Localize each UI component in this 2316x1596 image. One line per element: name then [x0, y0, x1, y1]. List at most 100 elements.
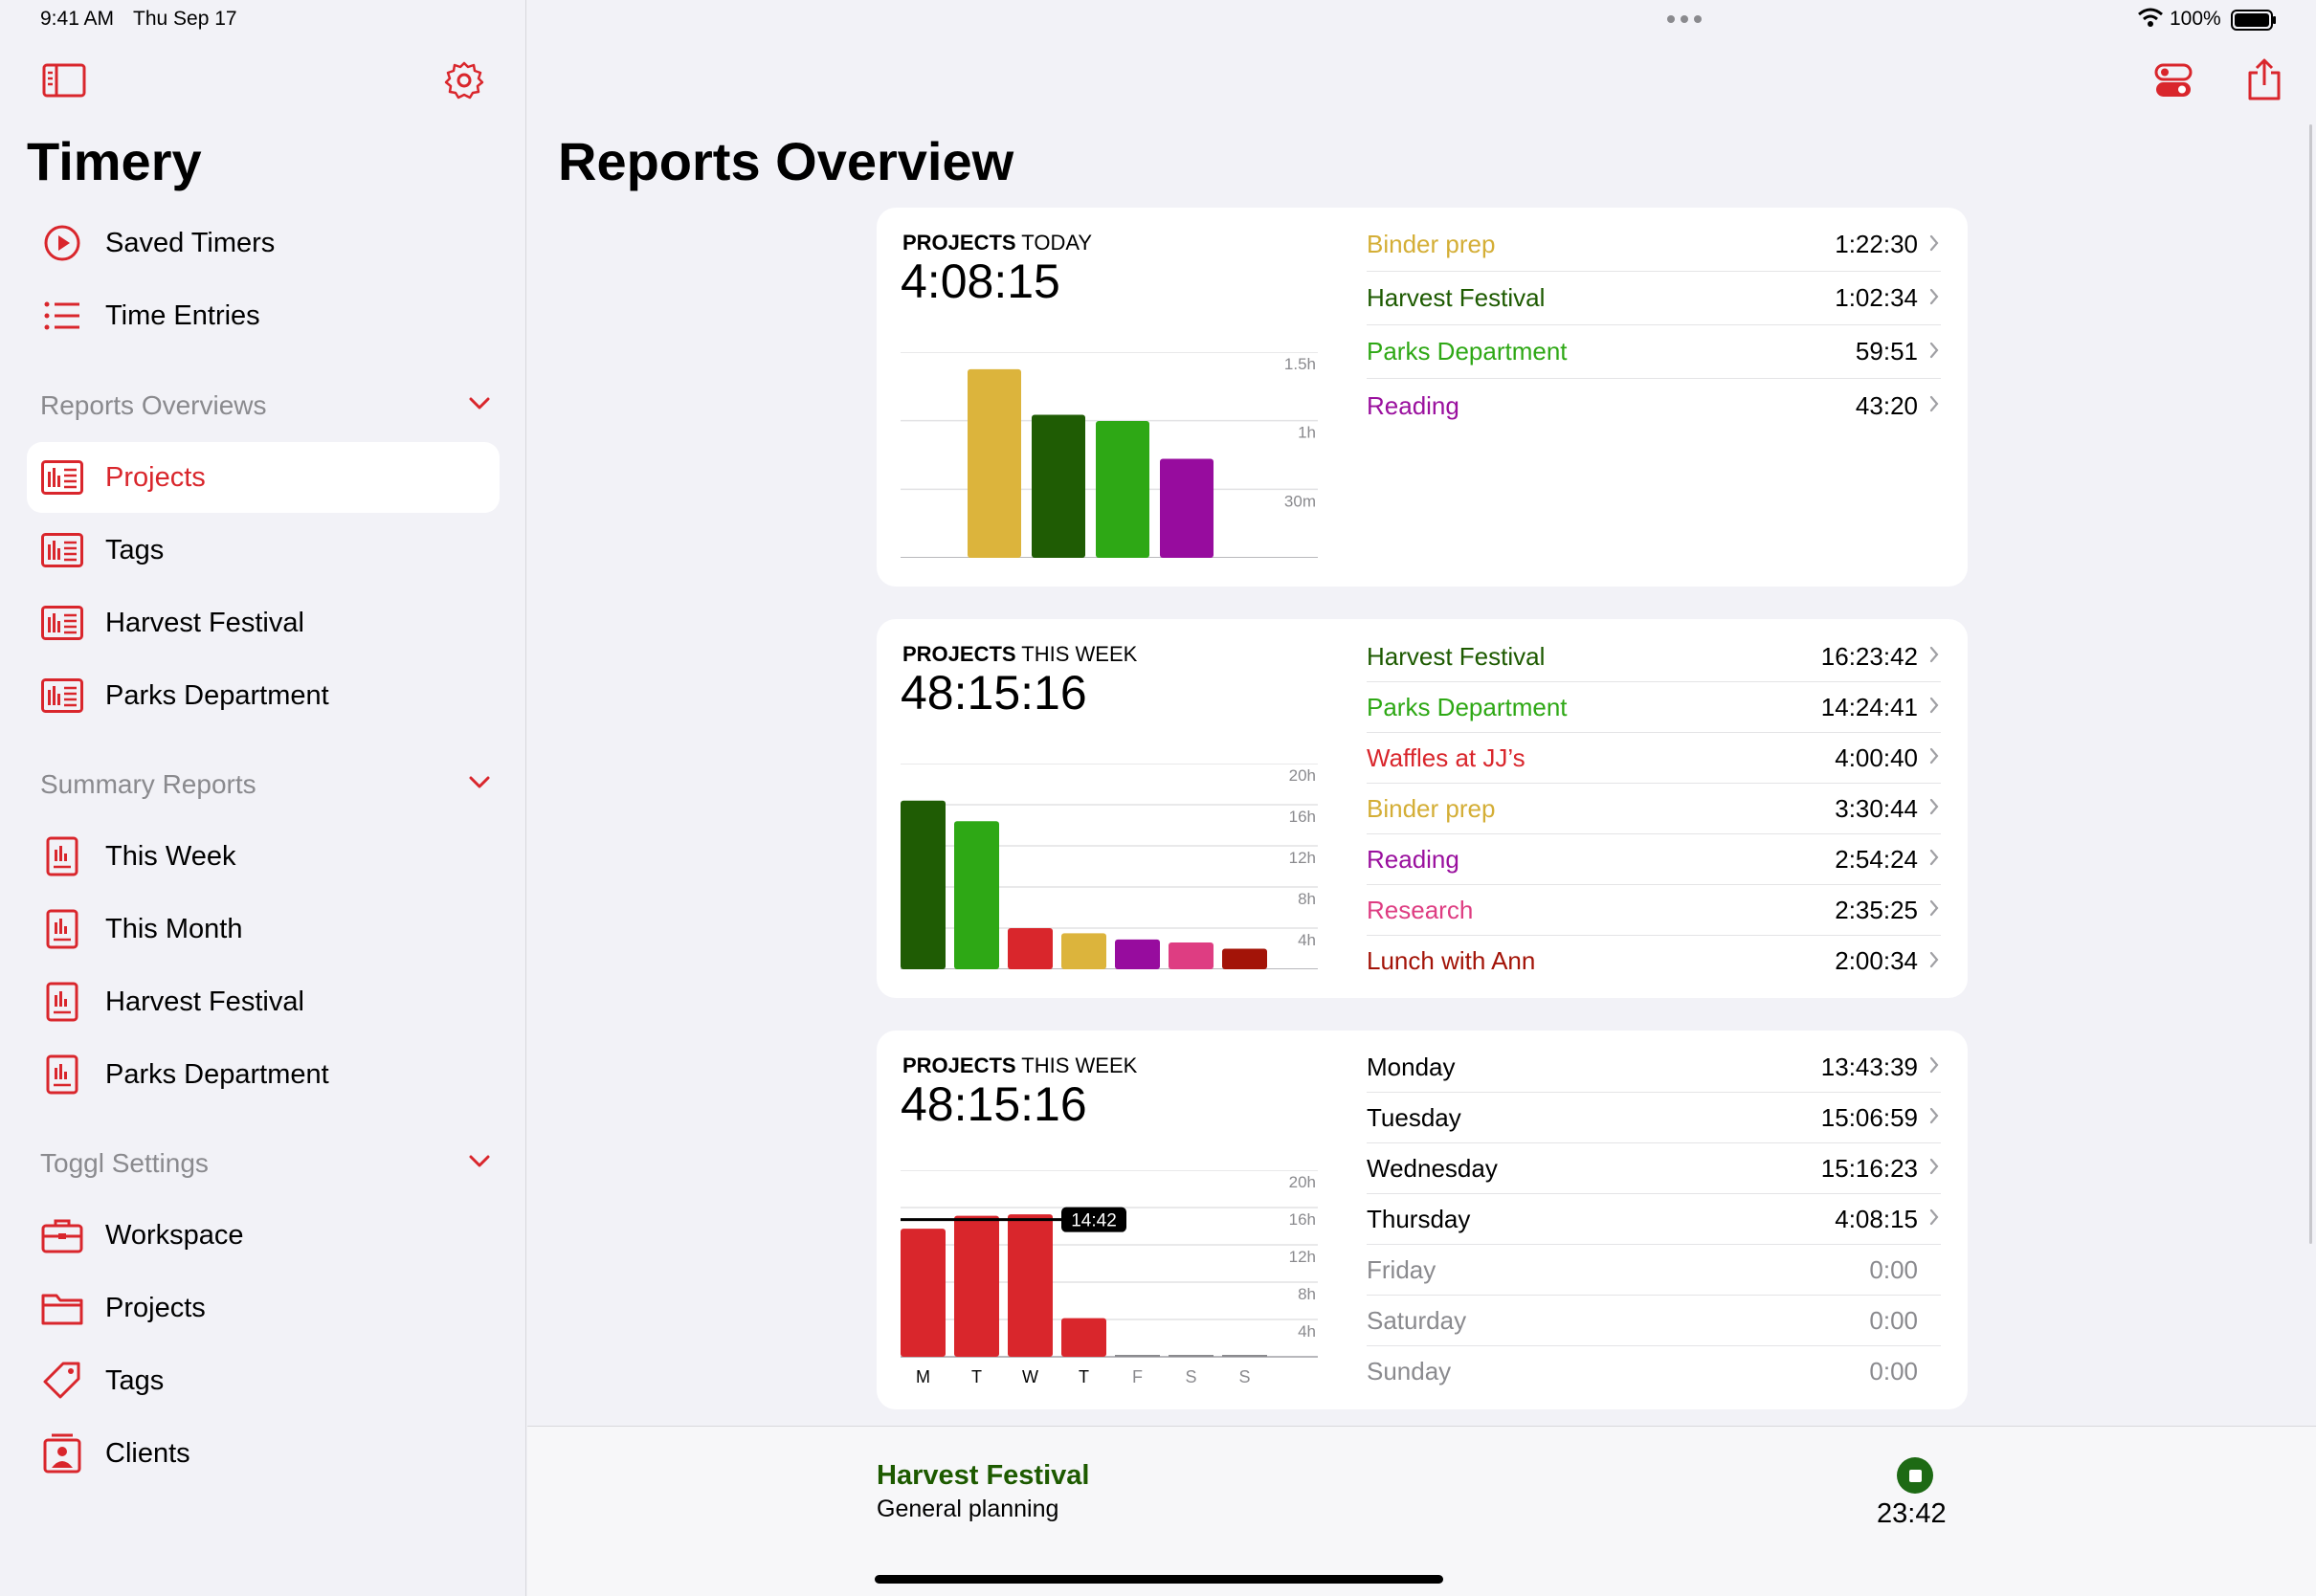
sidebar-item-label: Workspace: [105, 1219, 244, 1251]
section-header-summary-reports[interactable]: Summary Reports: [40, 765, 490, 804]
report-card[interactable]: PROJECTS THIS WEEK 48:15:16 4h 8h 12h 16h 20h H…: [877, 619, 1968, 998]
chart-bar[interactable]: [954, 821, 999, 969]
section-header-reports-overviews[interactable]: Reports Overviews: [40, 387, 490, 425]
breakdown-row: Sunday 0:00: [1367, 1346, 1941, 1397]
sidebar-item-summary-reports-harvest-festival[interactable]: Harvest Festival: [27, 966, 500, 1037]
chevron-right-icon: [1929, 232, 1941, 258]
section-title: Summary Reports: [40, 769, 256, 799]
x-tick-label: W: [1022, 1367, 1038, 1386]
sidebar-item-toggl-settings-workspace[interactable]: Workspace: [27, 1200, 500, 1271]
chart-bar[interactable]: [1008, 928, 1053, 969]
breakdown-row[interactable]: Monday 13:43:39: [1367, 1042, 1941, 1093]
breakdown-row[interactable]: Thursday 4:08:15: [1367, 1194, 1941, 1245]
report-card[interactable]: PROJECTS TODAY 4:08:15 30m 1h 1.5h Binder pre…: [877, 208, 1968, 587]
toggle-settings-icon[interactable]: [2154, 61, 2193, 100]
chart-bar[interactable]: [1160, 458, 1214, 558]
sidebar-item-reports-overviews-parks-department[interactable]: Parks Department: [27, 660, 500, 731]
sidebar-item-label: Projects: [105, 1292, 206, 1323]
row-name: Sunday: [1367, 1357, 1452, 1385]
row-duration: 4:00:40: [1835, 743, 1918, 772]
stop-icon: [1908, 1469, 1922, 1482]
scrollbar[interactable]: [2309, 124, 2312, 1244]
sidebar-item-saved-timers[interactable]: Saved Timers: [27, 208, 500, 278]
play-circle-icon: [40, 221, 84, 265]
row-duration: 43:20: [1855, 390, 1918, 420]
x-tick-label: T: [971, 1367, 982, 1386]
chevron-right-icon: [1929, 846, 1941, 873]
y-tick-label: 4h: [1298, 931, 1316, 949]
chart-bar[interactable]: [1096, 420, 1149, 558]
gear-icon[interactable]: [444, 60, 484, 100]
chart-bar[interactable]: [901, 800, 946, 969]
x-tick-label: T: [1079, 1367, 1089, 1386]
breakdown-row[interactable]: Wednesday 15:16:23: [1367, 1143, 1941, 1194]
breakdown-row[interactable]: Reading 2:54:24: [1367, 834, 1941, 885]
chart-bar[interactable]: [1061, 1318, 1106, 1357]
sidebar-item-summary-reports-this-week[interactable]: This Week: [27, 821, 500, 892]
breakdown-row[interactable]: Reading 43:20: [1367, 379, 1941, 432]
summary-report-icon: [40, 980, 84, 1024]
breakdown-row[interactable]: Research 2:35:25: [1367, 885, 1941, 936]
chevron-right-icon: [1929, 744, 1941, 771]
sidebar-item-reports-overviews-harvest-festival[interactable]: Harvest Festival: [27, 587, 500, 658]
chevron-right-icon: [1929, 392, 1941, 419]
sidebar-item-toggl-settings-tags[interactable]: Tags: [27, 1345, 500, 1416]
report-chart-icon: [40, 455, 84, 499]
sidebar-item-toggl-settings-clients[interactable]: Clients: [27, 1418, 500, 1489]
chart-bar[interactable]: [1115, 1355, 1160, 1357]
breakdown-row[interactable]: Tuesday 15:06:59: [1367, 1093, 1941, 1143]
summary-report-icon: [40, 907, 84, 951]
share-icon[interactable]: [2245, 57, 2283, 101]
breakdown-row[interactable]: Parks Department 59:51: [1367, 325, 1941, 379]
chart-bar[interactable]: [1169, 1355, 1214, 1357]
sidebar-item-label: Time Entries: [105, 299, 260, 331]
chart-bar[interactable]: [968, 368, 1021, 558]
section-header-toggl-settings[interactable]: Toggl Settings: [40, 1144, 490, 1183]
chart-bar[interactable]: [1008, 1214, 1053, 1357]
breakdown-row[interactable]: Parks Department 14:24:41: [1367, 682, 1941, 733]
sidebar-item-summary-reports-this-month[interactable]: This Month: [27, 894, 500, 964]
chevron-right-icon: [1929, 694, 1941, 720]
report-chart-icon: [40, 601, 84, 645]
breakdown-row[interactable]: Binder prep 1:22:30: [1367, 218, 1941, 272]
breakdown-row[interactable]: Waffles at JJ’s 4:00:40: [1367, 733, 1941, 784]
breakdown-row[interactable]: Lunch with Ann 2:00:34: [1367, 936, 1941, 986]
breakdown-row[interactable]: Harvest Festival 16:23:42: [1367, 632, 1941, 682]
row-name: Waffles at JJ’s: [1367, 743, 1525, 772]
sidebar-item-time-entries[interactable]: Time Entries: [27, 280, 500, 351]
breakdown-row[interactable]: Harvest Festival 1:02:34: [1367, 272, 1941, 325]
sidebar-item-summary-reports-parks-department[interactable]: Parks Department: [27, 1039, 500, 1110]
row-name: Parks Department: [1367, 692, 1568, 721]
row-name: Wednesday: [1367, 1153, 1498, 1183]
running-timer-bar[interactable]: Harvest Festival General planning 23:42: [527, 1426, 2316, 1596]
bar-chart: 4h 8h 12h 16h 20h: [901, 764, 1318, 969]
chevron-right-icon: [1929, 339, 1941, 366]
sidebar-item-label: This Week: [105, 840, 236, 872]
sidebar-item-label: Parks Department: [105, 1058, 329, 1090]
chevron-right-icon: [1929, 1206, 1941, 1232]
bar-chart: 4h 8h 12h 16h 20h M T W T F S S 14:42: [901, 1170, 1318, 1386]
chart-bar[interactable]: [1169, 942, 1214, 969]
chart-bar[interactable]: [1222, 948, 1267, 970]
chart-bar[interactable]: [1032, 414, 1085, 558]
chevron-right-icon: [1929, 285, 1941, 312]
sidebar-toggle-icon[interactable]: [42, 61, 86, 100]
average-badge: [1061, 1207, 1126, 1232]
bar-chart: 30m 1h 1.5h: [901, 352, 1318, 558]
stop-timer-button[interactable]: [1897, 1457, 1933, 1494]
x-tick-label: F: [1132, 1367, 1143, 1386]
multitasking-dots-icon[interactable]: [1667, 15, 1702, 23]
report-card[interactable]: PROJECTS THIS WEEK 48:15:16 4h 8h 12h 16h 20h M…: [877, 1031, 1968, 1409]
sidebar-item-reports-overviews-projects[interactable]: Projects: [27, 442, 500, 513]
sidebar-item-toggl-settings-projects[interactable]: Projects: [27, 1273, 500, 1343]
sidebar-item-reports-overviews-tags[interactable]: Tags: [27, 515, 500, 586]
sidebar-item-label: Harvest Festival: [105, 607, 304, 638]
chart-bar[interactable]: [1222, 1355, 1267, 1357]
running-timer-elapsed: 23:42: [1877, 1498, 1947, 1529]
chart-bar[interactable]: [1115, 939, 1160, 969]
x-tick-label: M: [916, 1367, 930, 1386]
chart-bar[interactable]: [954, 1215, 999, 1357]
chart-bar[interactable]: [1061, 933, 1106, 969]
chart-bar[interactable]: [901, 1229, 946, 1357]
breakdown-row[interactable]: Binder prep 3:30:44: [1367, 784, 1941, 834]
